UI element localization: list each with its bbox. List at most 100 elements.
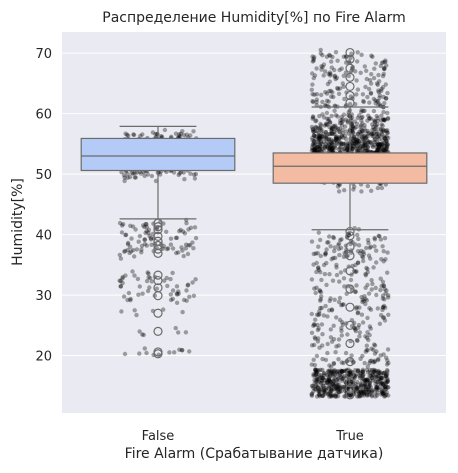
strip-point [311, 139, 317, 144]
strip-point [310, 126, 316, 132]
strip-point [360, 254, 365, 259]
strip-point [122, 248, 128, 254]
strip-point [312, 373, 318, 378]
strip-point [319, 294, 324, 299]
strip-point [332, 73, 337, 79]
strip-point [356, 148, 361, 153]
strip-point [317, 372, 322, 378]
strip-point [377, 146, 383, 152]
strip-point [368, 373, 373, 379]
strip-point [385, 375, 390, 381]
strip-point [383, 374, 388, 379]
strip-point [379, 113, 384, 118]
strip-point [365, 131, 371, 137]
strip-point [317, 289, 323, 294]
strip-point [314, 376, 319, 381]
strip-point [188, 133, 193, 138]
strip-point [380, 127, 386, 132]
strip-point [323, 69, 328, 74]
strip-point [336, 136, 342, 141]
strip-point [333, 146, 338, 151]
strip-point [354, 337, 360, 343]
strip-point [350, 124, 355, 129]
strip-point [377, 143, 382, 148]
strip-point [353, 327, 358, 332]
strip-point [330, 90, 335, 95]
strip-point [375, 99, 381, 104]
strip-point [320, 375, 326, 381]
strip-point [346, 393, 351, 398]
strip-point [193, 235, 199, 241]
strip-point [117, 220, 123, 226]
strip-point [310, 138, 315, 143]
strip-point [380, 375, 385, 381]
strip-point [311, 75, 316, 81]
strip-point [134, 312, 139, 318]
strip-point [358, 371, 363, 376]
strip-point [317, 113, 322, 119]
strip-point [360, 147, 365, 152]
strip-point [366, 337, 371, 343]
strip-point [120, 280, 125, 286]
strip-point [325, 379, 331, 384]
strip-point [327, 131, 333, 137]
strip-point [336, 343, 341, 348]
strip-point [326, 377, 331, 382]
strip-point [357, 375, 362, 380]
strip-point [331, 374, 336, 379]
strip-point [337, 135, 342, 140]
strip-point [373, 385, 378, 391]
strip-point [312, 55, 317, 60]
strip-point [337, 370, 343, 376]
strip-point [177, 171, 182, 176]
strip-point [339, 360, 344, 365]
strip-point [360, 373, 366, 378]
strip-point [356, 322, 362, 328]
strip-point [341, 276, 347, 281]
strip-point [364, 148, 369, 153]
strip-point [311, 357, 316, 362]
strip-point [193, 277, 198, 282]
strip-point [385, 270, 390, 275]
strip-point [339, 141, 344, 146]
strip-point [365, 270, 370, 275]
strip-point [385, 142, 390, 148]
strip-point [379, 376, 384, 381]
strip-point [338, 387, 343, 392]
strip-point [166, 246, 171, 251]
strip-point [385, 116, 390, 122]
strip-point [362, 391, 367, 397]
strip-point [353, 138, 358, 143]
strip-point [140, 132, 145, 137]
strip-point [324, 110, 330, 116]
strip-point [380, 391, 385, 396]
strip-point [345, 120, 351, 125]
strip-point [352, 141, 357, 147]
strip-point [119, 170, 124, 175]
y-tick-label: 40 [35, 229, 52, 244]
strip-point [335, 387, 340, 392]
strip-point [383, 257, 388, 262]
strip-point [337, 67, 342, 73]
strip-point [341, 141, 346, 147]
strip-point [363, 148, 368, 153]
strip-point [165, 283, 170, 289]
strip-point [313, 290, 318, 296]
strip-point [380, 389, 385, 395]
strip-point [372, 343, 378, 348]
strip-point [363, 349, 368, 354]
outlier-point [345, 251, 355, 261]
strip-point [332, 144, 337, 149]
strip-point [347, 371, 352, 376]
strip-point [380, 117, 386, 122]
strip-point [381, 109, 386, 115]
strip-point [372, 359, 377, 365]
strip-point [341, 384, 346, 390]
strip-point [378, 370, 383, 375]
strip-point [313, 137, 318, 142]
strip-point [381, 303, 387, 309]
strip-point [366, 381, 371, 386]
strip-point [368, 391, 373, 396]
strip-point [332, 372, 338, 377]
box [272, 152, 428, 184]
